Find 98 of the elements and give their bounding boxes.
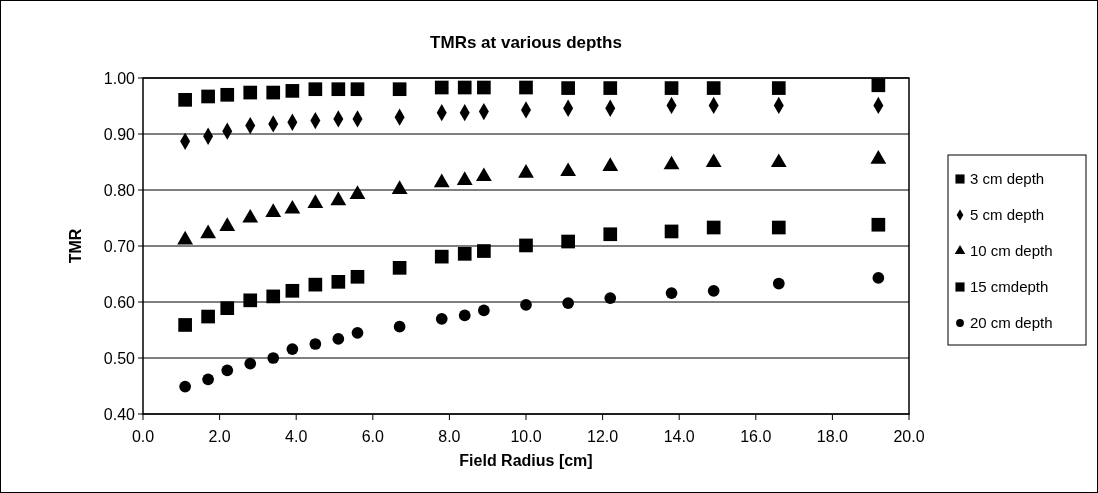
point (267, 352, 280, 364)
point (220, 301, 235, 315)
point (220, 87, 235, 102)
y-tick-label: 0.60 (103, 293, 136, 311)
point (285, 283, 300, 298)
legend-label: 15 cmdepth (970, 278, 1049, 296)
point (475, 167, 492, 182)
point (871, 78, 886, 93)
point (308, 82, 323, 97)
point (244, 357, 257, 370)
point (179, 380, 191, 393)
y-tick-label: 1.00 (103, 69, 136, 87)
point (707, 284, 720, 297)
point (285, 84, 300, 98)
point (664, 224, 679, 239)
point (870, 150, 887, 164)
point (202, 373, 214, 386)
x-tick-label: 14.0 (663, 428, 695, 445)
x-tick-label: 12.0 (587, 428, 619, 445)
x-tick-label: 2.0 (208, 428, 231, 445)
x-tick-label: 10.0 (510, 428, 542, 445)
point (392, 261, 407, 275)
y-tick-label: 0.50 (103, 349, 136, 367)
point (519, 238, 533, 253)
point (603, 81, 618, 95)
x-axis-title: Field Radius [cm] (459, 452, 593, 469)
point (458, 309, 471, 322)
point (561, 234, 575, 249)
point (562, 297, 574, 309)
point (308, 277, 323, 292)
point (771, 220, 786, 235)
y-axis-title: TMR (67, 228, 84, 264)
point (871, 217, 886, 232)
y-tick-label: 0.70 (103, 237, 136, 255)
point (201, 89, 215, 104)
point (435, 312, 448, 325)
x-tick-label: 4.0 (285, 428, 308, 445)
x-tick-label: 16.0 (740, 428, 772, 445)
x-tick-label: 0.0 (131, 428, 155, 445)
point (351, 326, 364, 339)
y-tick-label: 0.80 (103, 181, 136, 199)
point (349, 185, 366, 200)
point (664, 81, 679, 95)
point (561, 81, 575, 95)
legend-label: 3 cm depth (970, 170, 1045, 188)
point (330, 191, 347, 206)
point (434, 80, 449, 95)
point (332, 333, 345, 345)
point (200, 224, 217, 239)
point (560, 162, 577, 177)
point (286, 343, 299, 355)
point (243, 293, 258, 308)
x-tick-label: 8.0 (438, 428, 461, 445)
point (178, 318, 192, 332)
point (457, 80, 472, 95)
point (266, 85, 281, 100)
x-tick-label: 18.0 (816, 428, 849, 445)
point (309, 338, 322, 350)
point (604, 292, 617, 304)
point (477, 80, 491, 95)
point (243, 85, 258, 100)
y-tick-label: 0.40 (103, 405, 136, 423)
point (602, 157, 619, 172)
point (772, 277, 785, 290)
point (456, 171, 473, 186)
point (770, 153, 787, 168)
point (331, 82, 346, 97)
point (520, 298, 532, 311)
point (392, 82, 407, 97)
point (603, 227, 618, 242)
point (705, 153, 722, 168)
point (872, 272, 885, 284)
chart-title: TMRs at various depths (430, 33, 622, 52)
legend-label: 20 cm depth (970, 314, 1053, 332)
point (706, 220, 721, 235)
point (221, 364, 234, 377)
point (477, 244, 491, 258)
legend-label: 5 cm depth (970, 206, 1045, 224)
point (178, 93, 192, 107)
point (457, 247, 472, 261)
point (393, 320, 406, 333)
legend-label: 10 cm depth (970, 242, 1053, 260)
point (201, 309, 215, 324)
y-tick-label: 0.90 (103, 125, 136, 143)
x-tick-label: 6.0 (361, 428, 385, 445)
point (331, 275, 346, 289)
point (350, 269, 365, 284)
x-tick-label: 20.0 (893, 428, 925, 445)
point (518, 164, 534, 178)
point (665, 287, 678, 299)
point (434, 249, 449, 264)
point (433, 173, 450, 188)
point (350, 82, 365, 97)
point (478, 304, 490, 317)
point (519, 80, 533, 95)
point (266, 289, 281, 304)
point (706, 81, 721, 95)
point (771, 81, 786, 95)
